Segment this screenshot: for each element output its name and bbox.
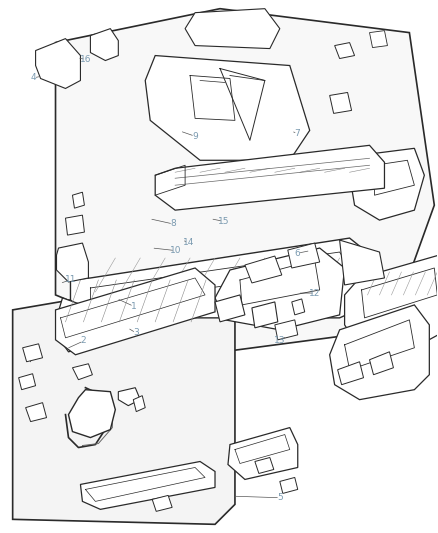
Polygon shape <box>68 390 115 438</box>
Text: 1: 1 <box>131 302 137 311</box>
Polygon shape <box>245 256 282 283</box>
Polygon shape <box>288 243 320 268</box>
Polygon shape <box>350 148 424 220</box>
Polygon shape <box>330 92 352 114</box>
Polygon shape <box>345 255 438 348</box>
Text: 16: 16 <box>80 55 92 63</box>
Text: 3: 3 <box>133 328 139 337</box>
Polygon shape <box>13 295 235 524</box>
Text: 13: 13 <box>274 336 286 345</box>
Polygon shape <box>155 146 385 210</box>
Polygon shape <box>57 298 92 352</box>
Text: 4: 4 <box>31 73 36 82</box>
Polygon shape <box>90 29 118 61</box>
Polygon shape <box>338 362 364 385</box>
Polygon shape <box>228 427 298 480</box>
Polygon shape <box>25 402 46 422</box>
Text: 5: 5 <box>277 493 283 502</box>
Text: 9: 9 <box>192 132 198 141</box>
Polygon shape <box>280 478 298 494</box>
Polygon shape <box>255 457 274 473</box>
Text: 15: 15 <box>218 217 229 226</box>
Polygon shape <box>118 387 140 406</box>
Polygon shape <box>35 38 81 88</box>
Polygon shape <box>56 9 434 355</box>
Polygon shape <box>330 305 429 400</box>
Polygon shape <box>145 55 310 160</box>
Polygon shape <box>81 462 215 510</box>
Text: 6: 6 <box>295 249 300 258</box>
Polygon shape <box>215 248 345 330</box>
Text: 8: 8 <box>170 220 176 229</box>
Text: 14: 14 <box>183 238 194 247</box>
Polygon shape <box>66 215 85 235</box>
Polygon shape <box>72 364 92 379</box>
Polygon shape <box>152 495 172 511</box>
Polygon shape <box>19 374 35 390</box>
Polygon shape <box>215 295 245 322</box>
Text: 2: 2 <box>81 336 86 345</box>
Text: 11: 11 <box>65 275 76 284</box>
Text: 7: 7 <box>295 129 300 138</box>
Polygon shape <box>370 30 388 47</box>
Polygon shape <box>335 43 355 59</box>
Polygon shape <box>339 240 385 285</box>
Polygon shape <box>56 268 215 355</box>
Text: 10: 10 <box>170 246 181 255</box>
Text: 12: 12 <box>309 288 321 297</box>
Polygon shape <box>71 238 379 318</box>
Polygon shape <box>275 320 298 340</box>
Polygon shape <box>72 192 85 208</box>
Polygon shape <box>185 9 280 49</box>
Polygon shape <box>252 302 278 328</box>
Polygon shape <box>23 344 42 362</box>
Polygon shape <box>57 243 88 282</box>
Polygon shape <box>370 352 393 375</box>
Polygon shape <box>292 299 305 315</box>
Polygon shape <box>133 395 145 411</box>
